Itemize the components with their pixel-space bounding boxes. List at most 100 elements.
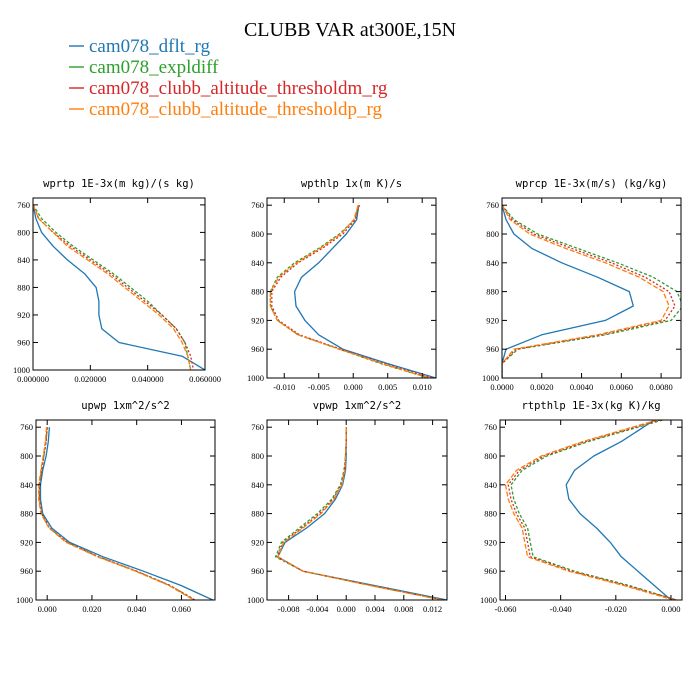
panel-3: wprcp 1E-3x(m/s) (kg/kg) 760 800 840 880 920 9… [482, 178, 682, 392]
y-tick-label: 1000 [247, 373, 264, 383]
series-line-2 [510, 420, 677, 600]
y-tick-label: 920 [484, 537, 497, 547]
panel-title: wprcp 1E-3x(m/s) (kg/kg) [516, 178, 668, 190]
x-tick-label: 0.0020 [530, 382, 553, 392]
x-tick-label: 0.0060 [610, 382, 633, 392]
x-tick-label: 0.004 [365, 604, 385, 614]
x-tick-label: -0.010 [273, 382, 295, 392]
y-tick-label: 760 [251, 422, 264, 432]
x-tick-label: 0.020000 [74, 374, 106, 384]
y-tick-label: 920 [20, 537, 33, 547]
series-line-1 [502, 205, 634, 378]
series-line-3 [33, 204, 195, 370]
x-tick-label: 0.060000 [189, 374, 221, 384]
legend-label: cam078_clubb_altitude_thresholdp_rg [89, 99, 383, 120]
series-group [502, 204, 681, 378]
x-tick-label: -0.004 [306, 604, 329, 614]
panel-title: upwp 1xm^2/s^2 [81, 400, 170, 412]
x-tick-label: 0.008 [394, 604, 413, 614]
y-tick-label: 960 [20, 566, 33, 576]
y-tick-label: 840 [486, 258, 499, 268]
y-tick-label: 840 [251, 258, 264, 268]
plot-frame [32, 197, 206, 371]
y-tick-label: 880 [251, 287, 264, 297]
x-tick-label: 0.012 [423, 604, 442, 614]
y-tick-label: 1000 [480, 595, 497, 605]
series-line-1 [39, 427, 214, 600]
series-line-4 [38, 427, 195, 600]
series-line-1 [33, 204, 205, 370]
y-tick-label: 800 [251, 229, 264, 239]
x-tick-label: 0.060 [172, 604, 191, 614]
panel-6: rtpthlp 1E-3x(kg K)/kg 760 800 840 880 920 960… [480, 400, 683, 614]
y-tick-label: 960 [251, 344, 264, 354]
x-tick-label: 0.000 [344, 382, 363, 392]
panel-2: wpthlp 1x(m K)/s 760 800 840 880 920 960 1000 -0… [247, 178, 437, 392]
panel-title: vpwp 1xm^2/s^2 [313, 400, 402, 412]
series-line-4 [33, 204, 192, 370]
series-group [274, 427, 447, 600]
series-group [504, 420, 677, 600]
y-tick-label: 800 [486, 229, 499, 239]
panels: wprtp 1E-3x(m kg)/(s kg) 760 800 840 880 920 9… [13, 178, 683, 614]
x-tick-label: -0.020 [605, 604, 627, 614]
legend-label: cam078_clubb_altitude_thresholdm_rg [89, 78, 388, 99]
plot-frame [501, 197, 682, 379]
figure-title: CLUBB VAR at300E,15N [244, 19, 456, 41]
plot-frame [499, 419, 683, 601]
y-tick-label: 880 [484, 509, 497, 519]
y-tick-label: 880 [17, 282, 30, 292]
x-tick-label: 0.000 [337, 604, 356, 614]
y-tick-label: 880 [251, 509, 264, 519]
x-tick-label: -0.060 [495, 604, 517, 614]
series-group [38, 427, 214, 600]
plot-frame [266, 419, 448, 601]
x-tick-label: 0.0000 [490, 382, 513, 392]
y-tick-label: 840 [20, 480, 33, 490]
x-tick-label: 0.000 [38, 604, 57, 614]
x-tick-label: 0.0040 [570, 382, 593, 392]
series-line-3 [271, 205, 433, 378]
y-tick-label: 920 [251, 315, 264, 325]
y-tick-label: 920 [251, 537, 264, 547]
x-tick-label: 0.000 [661, 604, 680, 614]
series-line-3 [38, 427, 196, 600]
panel-1: wprtp 1E-3x(m kg)/(s kg) 760 800 840 880 920 9… [13, 178, 221, 384]
y-tick-label: 760 [20, 422, 33, 432]
series-line-2 [274, 427, 444, 600]
x-tick-label: -0.040 [550, 604, 572, 614]
series-line-2 [38, 427, 196, 600]
x-tick-label: 0.000000 [17, 374, 49, 384]
series-line-2 [33, 204, 192, 370]
series-line-1 [293, 205, 436, 378]
y-tick-label: 960 [17, 337, 30, 347]
y-tick-label: 800 [17, 227, 30, 237]
y-tick-label: 840 [17, 255, 30, 265]
x-tick-label: 0.005 [378, 382, 397, 392]
y-tick-label: 1000 [482, 373, 499, 383]
x-tick-label: 0.040000 [132, 374, 164, 384]
y-tick-label: 1000 [247, 595, 264, 605]
panel-4: upwp 1xm^2/s^2 760 800 840 880 920 960 1000 0.00… [16, 400, 216, 614]
y-tick-label: 880 [20, 509, 33, 519]
y-tick-label: 760 [17, 200, 30, 210]
x-tick-label: 0.020 [82, 604, 101, 614]
y-tick-label: 840 [484, 480, 497, 490]
y-tick-label: 960 [251, 566, 264, 576]
panel-title: wprtp 1E-3x(m kg)/(s kg) [43, 178, 195, 190]
y-tick-label: 960 [486, 344, 499, 354]
y-tick-label: 800 [484, 451, 497, 461]
series-line-3 [502, 204, 676, 378]
plot-frame [35, 419, 216, 601]
series-line-1 [277, 427, 447, 600]
y-tick-label: 1000 [13, 365, 30, 375]
x-tick-label: 0.040 [127, 604, 146, 614]
y-tick-label: 800 [20, 451, 33, 461]
legend-label: cam078_dflt_rg [89, 36, 211, 57]
y-tick-label: 1000 [16, 595, 33, 605]
y-tick-label: 880 [486, 287, 499, 297]
legend: cam078_dflt_rgcam078_expldiffcam078_club… [69, 36, 388, 120]
y-tick-label: 920 [486, 315, 499, 325]
plot-frame [266, 197, 437, 379]
y-tick-label: 920 [17, 310, 30, 320]
